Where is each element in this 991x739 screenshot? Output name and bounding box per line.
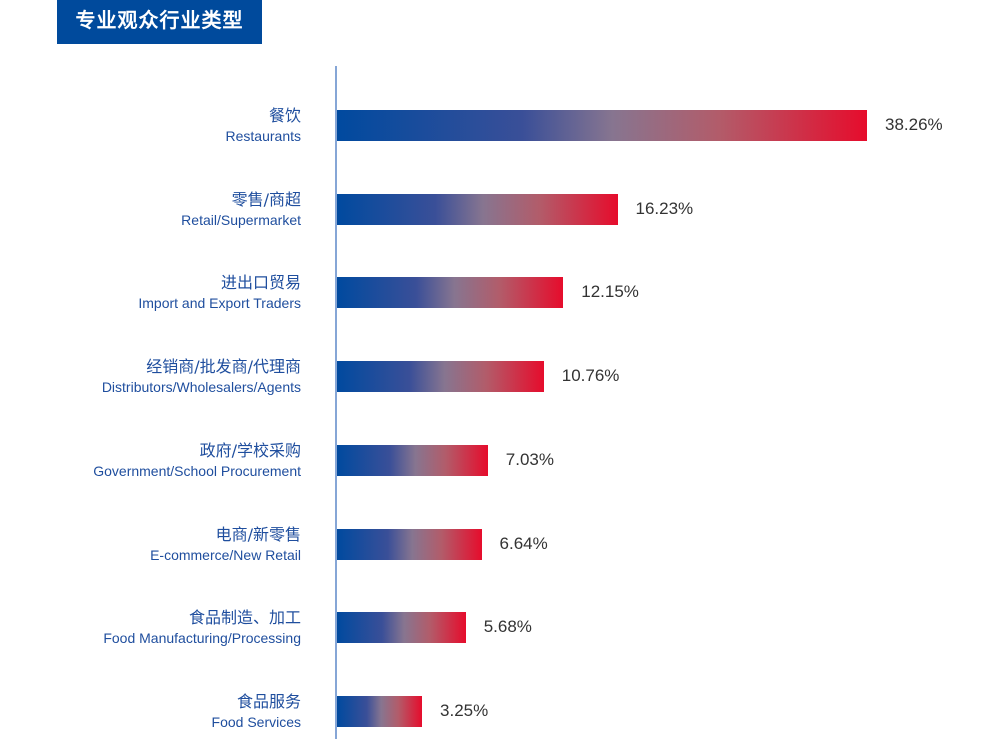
category-label-en: Distributors/Wholesalers/Agents: [101, 379, 301, 396]
bar: [337, 361, 544, 393]
category-label-cn: 零售/商超: [231, 189, 301, 209]
category-label: 经销商/批发商/代理商 Distributors/Wholesalers/Agen…: [102, 357, 301, 397]
bar: [337, 110, 867, 141]
category-label-cn: 食品制造、加工: [188, 608, 301, 628]
category-label-en: Retail/Supermarket: [181, 211, 301, 228]
category-label: 零售/商超 Retail/Supermarket: [181, 190, 301, 230]
category-label: 餐饮 Restaurants: [226, 106, 301, 146]
category-label-en: Food Manufacturing/Processing: [103, 630, 301, 647]
data-label: 6.64%: [499, 533, 548, 553]
category-label-cn: 进出口贸易: [220, 273, 301, 293]
category-label: 进出口贸易 Import and Export Traders: [138, 273, 301, 313]
data-label: 7.03%: [505, 449, 554, 469]
category-label: 政府/学校采购 Government/School Procurement: [93, 441, 301, 481]
bar: [337, 444, 488, 476]
category-label: 食品服务 Food Services: [212, 692, 301, 732]
category-label-cn: 电商/新零售: [215, 524, 301, 544]
data-label: 5.68%: [483, 617, 532, 637]
category-label: 电商/新零售 E-commerce/New Retail: [150, 525, 301, 565]
category-label-cn: 餐饮: [268, 106, 301, 125]
category-label-en: Import and Export Traders: [138, 295, 301, 312]
bar: [337, 528, 482, 560]
category-label-en: Government/School Procurement: [93, 462, 301, 479]
category-label-cn: 食品服务: [236, 691, 301, 711]
data-label: 16.23%: [635, 198, 694, 218]
bar: [337, 612, 466, 644]
data-label: 3.25%: [440, 700, 489, 720]
data-label: 10.76%: [561, 366, 620, 386]
category-label-en: Food Services: [211, 713, 301, 730]
bar: [337, 277, 564, 309]
bar: [337, 193, 618, 225]
data-label: 12.15%: [581, 282, 639, 302]
bar: [337, 695, 423, 727]
category-label-en: Restaurants: [225, 128, 301, 144]
chart-title: 专业观众行业类型: [57, 0, 262, 44]
category-label-cn: 经销商/批发商/代理商: [146, 357, 301, 377]
data-label: 38.26%: [885, 115, 943, 134]
category-label-cn: 政府/学校采购: [199, 440, 301, 460]
y-axis-line: [335, 66, 337, 739]
category-label: 食品制造、加工 Food Manufacturing/Processing: [103, 608, 301, 648]
category-label-en: E-commerce/New Retail: [150, 546, 301, 563]
